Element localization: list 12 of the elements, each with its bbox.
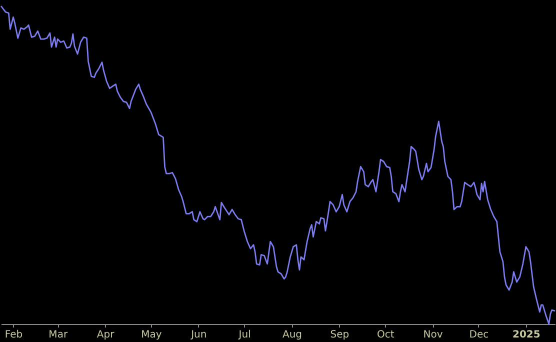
x-tick-label: Apr xyxy=(96,330,116,340)
x-tick-label: Nov xyxy=(423,330,443,340)
x-tick-label: Jul xyxy=(238,330,251,340)
x-tick-label: Oct xyxy=(376,330,394,340)
x-tick-label: Mar xyxy=(48,330,68,340)
x-tick-label: Aug xyxy=(282,330,302,340)
x-tick-label: Sep xyxy=(330,330,350,340)
x-tick-label: Feb xyxy=(4,330,23,340)
x-tick-label: 2025 xyxy=(512,330,540,340)
x-tick-label: Dec xyxy=(469,330,489,340)
x-tick-label: May xyxy=(141,330,162,340)
x-tick-label: Jun xyxy=(190,330,207,340)
